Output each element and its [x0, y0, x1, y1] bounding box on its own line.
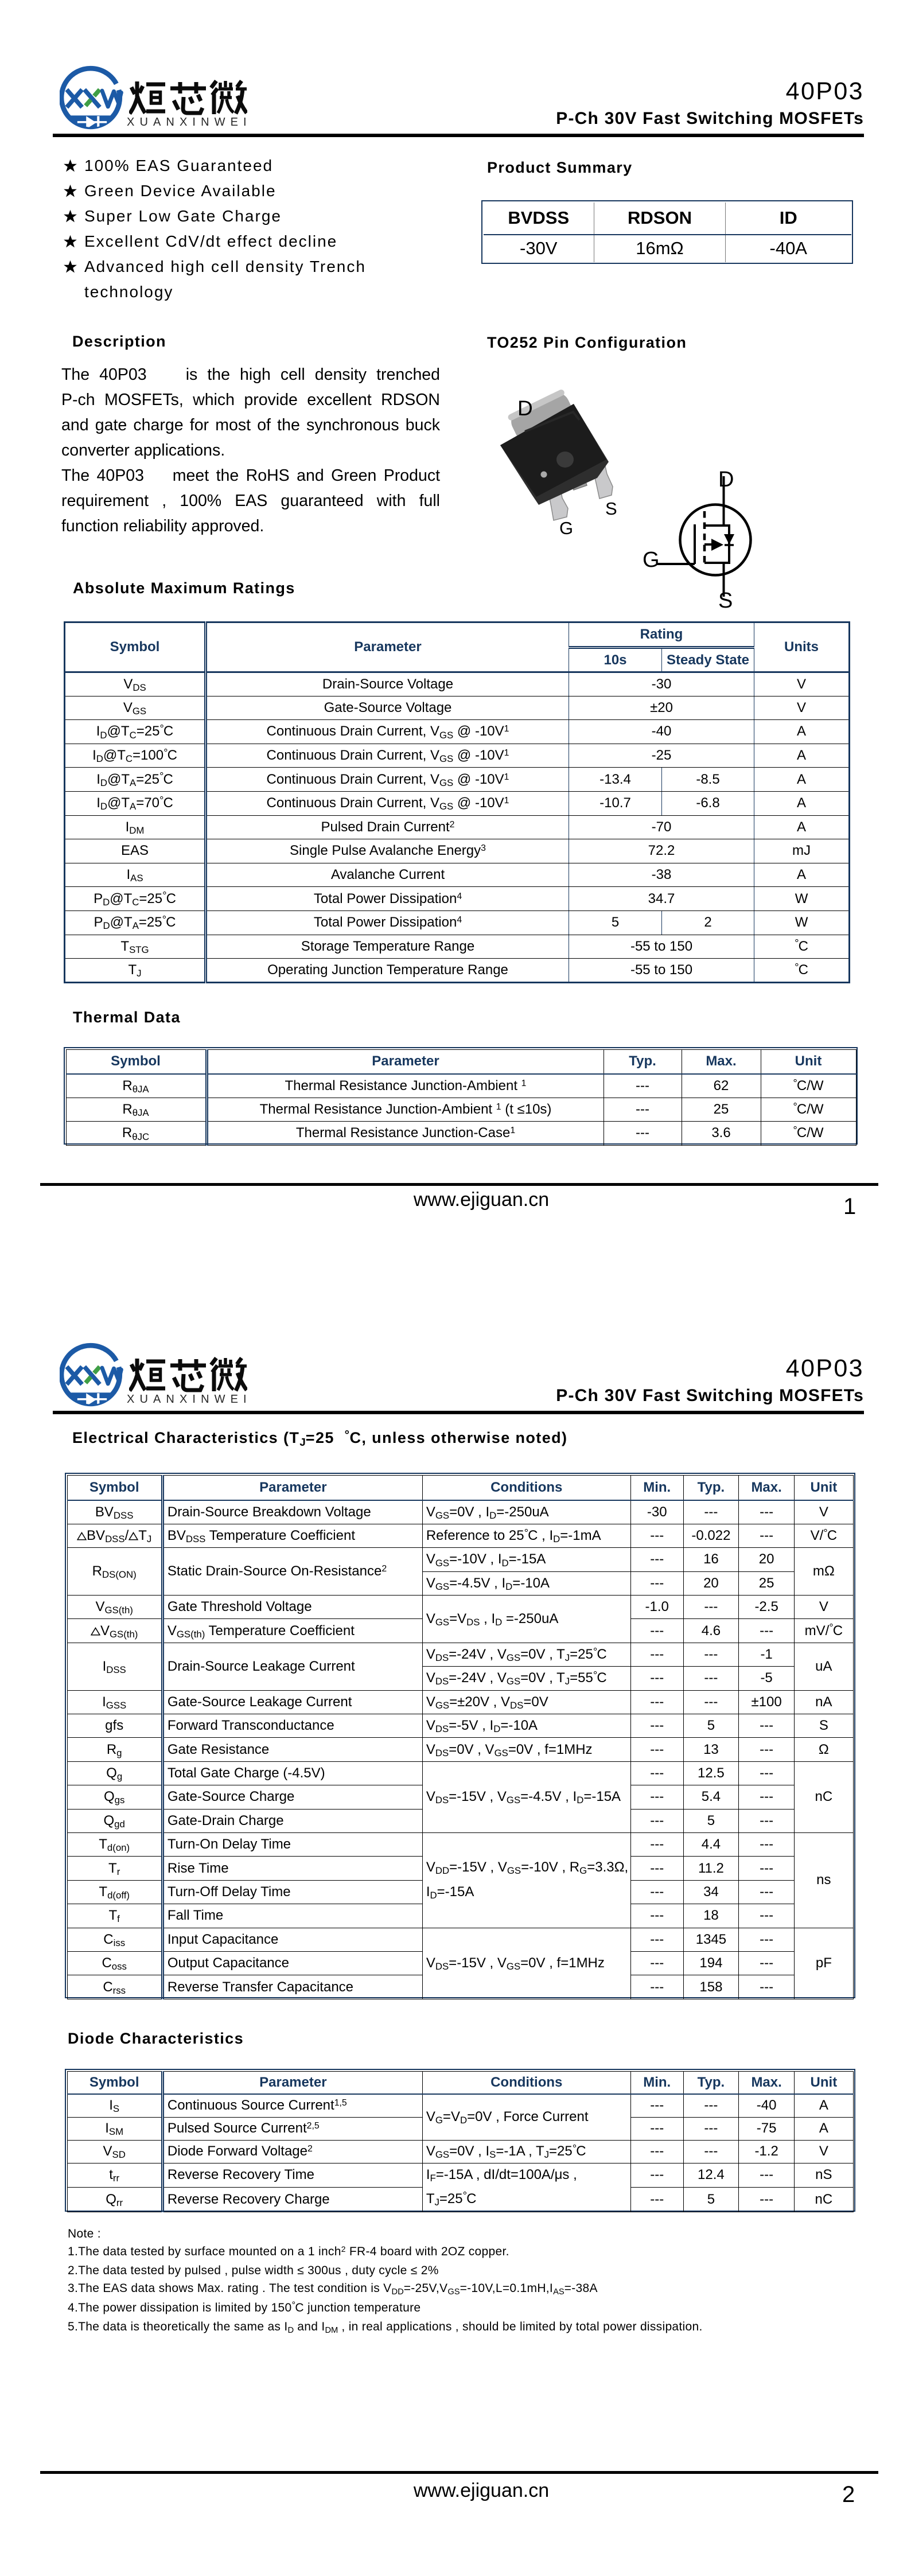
svg-text:G: G — [643, 548, 660, 572]
svg-text:S: S — [605, 499, 617, 519]
svg-text:G: G — [559, 518, 573, 538]
svg-text:D: D — [517, 396, 533, 420]
svg-text:D: D — [718, 468, 734, 492]
svg-text:S: S — [718, 589, 733, 613]
